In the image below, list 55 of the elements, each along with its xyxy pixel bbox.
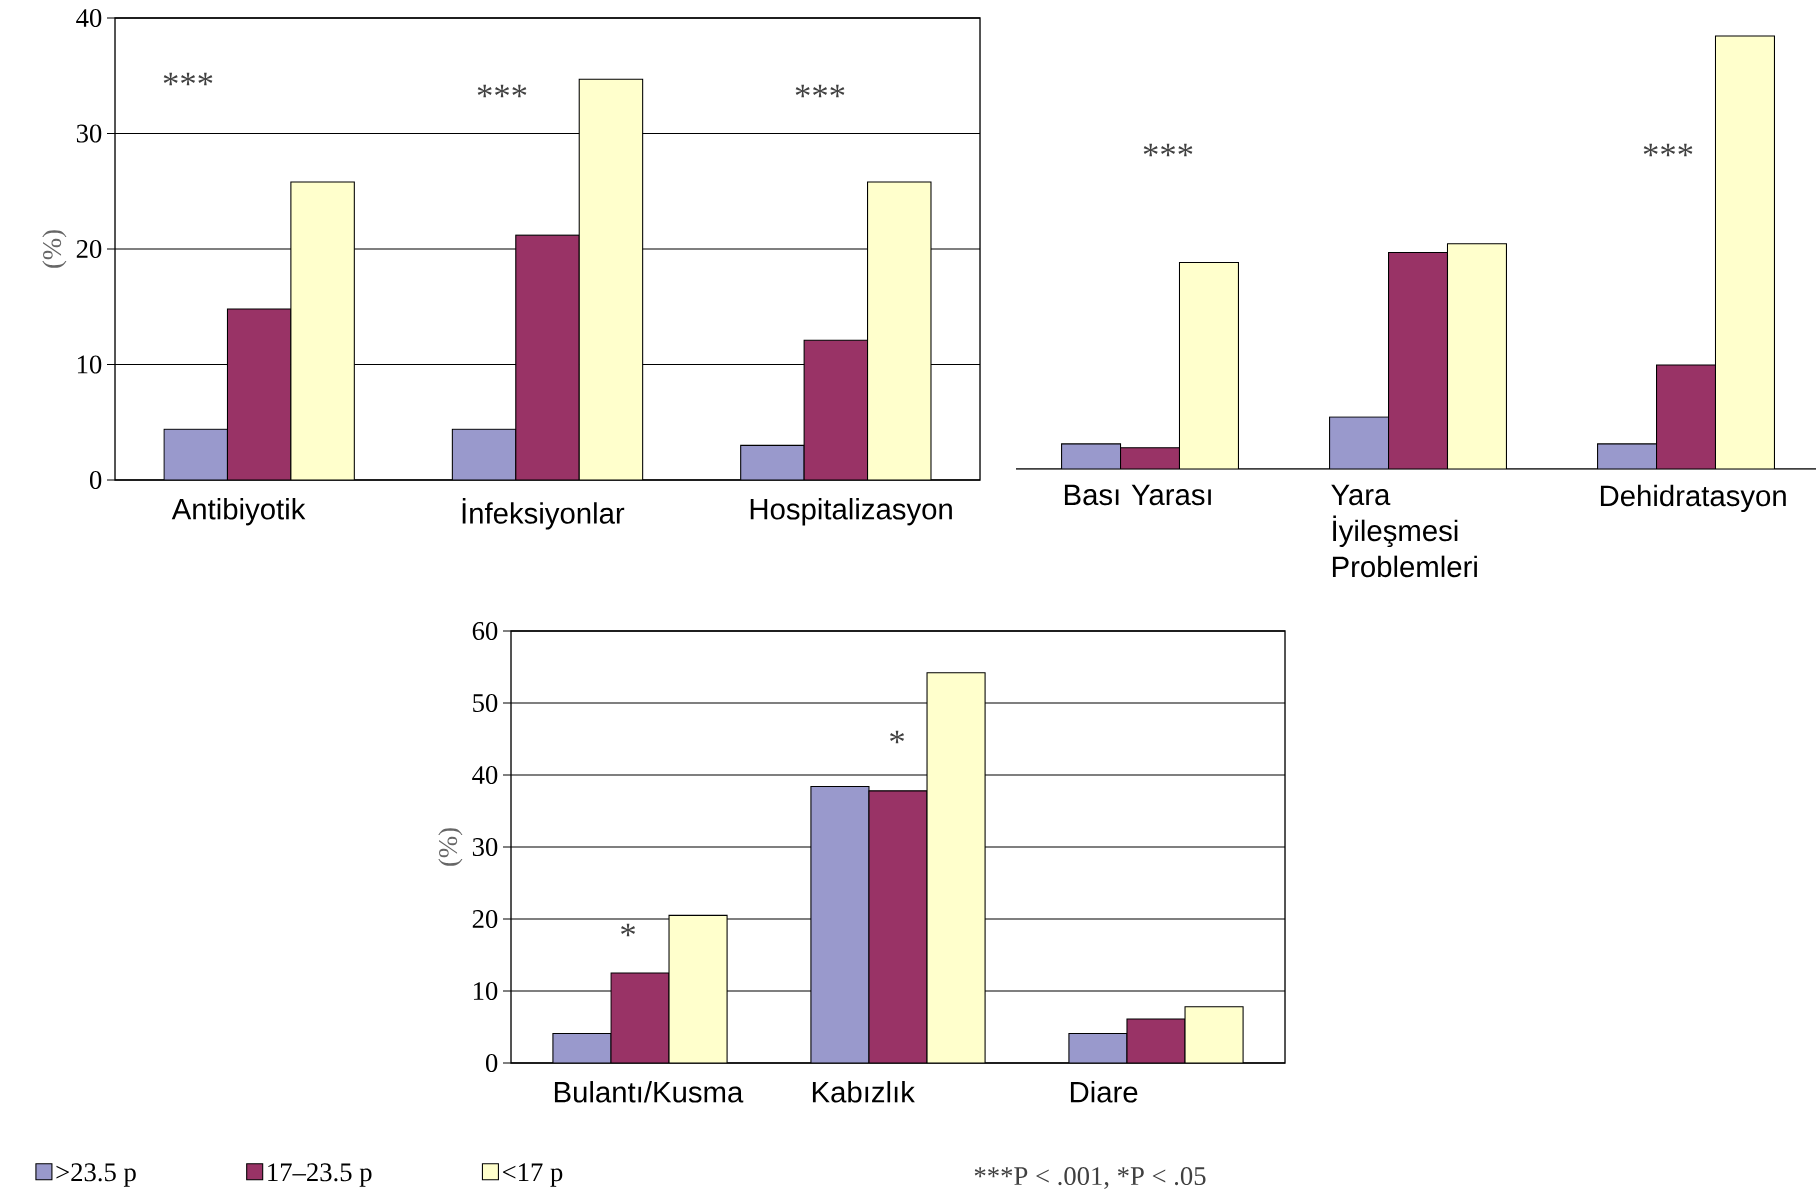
y-axis-title: (%) [438,828,463,866]
y-tick-label: 10 [77,355,102,374]
bar [740,444,805,480]
y-tick-label: 0 [89,471,102,489]
annotation: *** [1643,143,1693,157]
y-tick-label: 20 [76,240,102,258]
bar [810,785,870,1063]
x-tick-label: Antibiyotik [171,498,306,526]
bar [1184,1006,1244,1063]
bar [1597,443,1658,469]
legend-label: 17–23.5 p [268,1163,372,1187]
bar [668,914,728,1063]
bar [163,428,228,480]
annotation: *** [477,84,527,98]
legend-label: <17 p [502,1163,563,1187]
y-tick-label: 60 [472,622,498,640]
x-tick-label: Dehidratasyon [1600,484,1786,513]
y-tick-label: 30 [76,124,102,143]
y-tick-label: 10 [473,982,498,1000]
x-tick-label: Yara İyileşmesi Problemleri [1331,484,1477,578]
bar [1656,364,1717,469]
bar [867,181,932,480]
legend-label: >23.5 p [56,1163,136,1187]
bar [451,428,517,480]
bar [1714,35,1775,469]
bar [1120,447,1181,469]
bar [926,672,986,1063]
x-tick-label: Bası Yarası [1064,484,1211,506]
bar [290,181,355,480]
y-tick-label: 30 [472,838,498,856]
y-tick-label: 40 [76,9,102,27]
bar [1446,243,1507,469]
bar [1178,261,1239,469]
annotation: *** [795,84,845,98]
x-tick-label: Hospitalizasyon [750,498,952,526]
annotation: * [890,730,905,744]
text: ***P < .001, *P < .05 [974,1167,1206,1189]
x-tick-label: Diare [1070,1081,1138,1103]
annotation: *** [1143,143,1193,157]
bar [578,78,644,480]
bar [1329,416,1390,469]
y-tick-label: 20 [472,910,498,928]
x-tick-label: Kabızlık [812,1081,915,1103]
bar [1388,251,1449,469]
x-tick-label: İnfeksiyonlar [462,498,625,530]
bar [552,1032,612,1063]
bar [1068,1032,1128,1063]
y-tick-label: 50 [473,694,498,712]
y-tick-label: 0 [485,1054,498,1072]
annotation: * [621,923,636,937]
y-axis-title: (%) [42,230,67,268]
y-tick-label: 40 [472,766,498,784]
bar [1061,443,1122,469]
x-tick-label: Bulantı/Kusma [554,1081,744,1103]
annotation: *** [163,72,213,86]
